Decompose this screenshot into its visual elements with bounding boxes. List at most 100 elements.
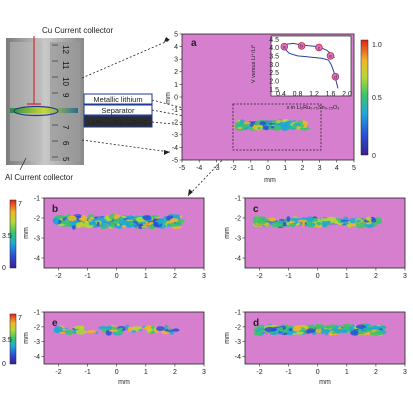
panel-d-ytick: -4 xyxy=(235,354,241,361)
signal-speck xyxy=(355,219,362,223)
ruler-number: 7 xyxy=(61,125,70,130)
signal-speck xyxy=(57,223,65,227)
signal-speck xyxy=(320,327,325,330)
signal-speck xyxy=(86,225,93,229)
inset-xtick: 0.4 xyxy=(276,91,286,98)
panel-d-xlabel: mm xyxy=(319,379,331,386)
signal-speck xyxy=(299,124,305,128)
panel-a-xlabel: mm xyxy=(264,177,276,184)
panel-a-xtick: 4 xyxy=(335,165,339,172)
signal-speck xyxy=(96,221,100,227)
signal-speck xyxy=(55,327,60,334)
inset-ytick: 4.5 xyxy=(269,37,279,44)
ruler-number: 6 xyxy=(61,141,70,146)
signal-speck xyxy=(285,123,291,129)
panel-e-signal xyxy=(53,324,180,336)
colorbar-top-tick-max: 7 xyxy=(18,201,22,208)
panel-b-ytick: -3 xyxy=(34,235,40,242)
colorbar-top: 7 3.5 0 xyxy=(2,199,22,272)
signal-speck xyxy=(306,328,316,334)
ruler-number: 10 xyxy=(61,77,70,86)
panel-a-ytick: -1 xyxy=(172,107,178,114)
panel-c-plot-area xyxy=(244,197,406,269)
signal-speck xyxy=(243,121,251,125)
ruler-number: 9 xyxy=(61,93,70,98)
inset-marker xyxy=(280,42,289,51)
panel-e-ytick: -3 xyxy=(34,339,40,346)
signal-speck xyxy=(118,216,123,222)
signal-speck xyxy=(286,120,293,124)
colorbar-bottom-tick-mid: 3.5 xyxy=(2,337,12,344)
signal-speck xyxy=(153,222,157,227)
panel-a-ytick: 3 xyxy=(174,57,178,64)
signal-speck xyxy=(151,325,155,330)
signal-speck xyxy=(88,221,96,226)
panel-e-xtick: -2 xyxy=(55,369,61,376)
signal-speck xyxy=(155,216,161,219)
panel-a-letter: a xyxy=(191,38,197,49)
panel-a-ytick: 1 xyxy=(174,82,178,89)
panel-a-ylabel: mm xyxy=(165,92,172,104)
signal-speck xyxy=(347,326,354,332)
inset-curve xyxy=(282,43,339,89)
signal-speck xyxy=(78,217,86,221)
panel-a-xtick: -5 xyxy=(179,165,185,172)
panel-a-xtick: 0 xyxy=(266,165,270,172)
signal-speck xyxy=(355,222,366,229)
signal-speck xyxy=(287,331,294,336)
panel-a-xtick: -1 xyxy=(248,165,254,172)
ruler-number: 12 xyxy=(61,45,70,54)
panel-c-ytick: -4 xyxy=(235,255,241,262)
ruler-number: 5 xyxy=(61,157,70,162)
signal-speck xyxy=(53,219,59,224)
signal-speck xyxy=(64,329,74,336)
panel-d-ytick: -3 xyxy=(235,339,241,346)
signal-speck xyxy=(107,325,112,331)
signal-speck xyxy=(101,222,107,229)
panel-e-xtick: 1 xyxy=(144,369,148,376)
panel-d-ytick: -2 xyxy=(235,324,241,331)
signal-speck xyxy=(111,224,116,228)
signal-speck xyxy=(85,330,97,334)
panel-b-xtick: -2 xyxy=(55,273,61,280)
signal-speck xyxy=(358,328,363,331)
signal-speck xyxy=(339,220,350,222)
panel-b-xtick: 2 xyxy=(173,273,177,280)
layer-cathode-box xyxy=(83,115,153,128)
colorbar-main: 1.0 0.5 0 xyxy=(360,39,382,160)
signal-speck xyxy=(278,326,284,332)
signal-speck xyxy=(141,225,148,228)
inset-xtick: 0.8 xyxy=(293,91,303,98)
panel-e-letter: e xyxy=(52,318,58,329)
signal-speck xyxy=(128,215,133,221)
panel-a-inset: V versus Li⁺/Li⁰ x in Li₂Ru₀.₇₅Sn₀.₂₅O₃ … xyxy=(250,35,352,111)
signal-speck xyxy=(70,223,77,226)
signal-speck xyxy=(72,224,76,230)
panel-d-xtick: 3 xyxy=(403,369,407,376)
panel-b-ytick: -1 xyxy=(34,195,40,202)
signal-speck xyxy=(334,328,343,333)
panel-c-xtick: 1 xyxy=(345,273,349,280)
panel-d-xtick: 0 xyxy=(316,369,320,376)
signal-speck xyxy=(258,329,263,334)
inset-xtick: 1.6 xyxy=(326,91,336,98)
inset-marker xyxy=(331,72,340,81)
signal-speck xyxy=(302,332,309,334)
signal-speck xyxy=(365,216,372,222)
signal-speck xyxy=(93,225,98,228)
signal-speck xyxy=(137,326,142,329)
layer-lithium-box xyxy=(83,93,153,105)
signal-speck xyxy=(312,217,319,222)
signal-speck xyxy=(296,325,302,331)
signal-speck xyxy=(102,328,106,333)
inset-marker xyxy=(326,52,335,60)
signal-speck xyxy=(315,324,324,329)
layer-lithium-label: Metallic lithium xyxy=(93,95,142,104)
signal-speck xyxy=(323,325,334,329)
panel-b: b -2 -1 0 1 2 3 -1 -2 -3 -4 mm xyxy=(23,195,206,280)
signal-speck xyxy=(300,127,311,130)
signal-speck xyxy=(156,326,165,332)
signal-speck xyxy=(127,326,133,333)
colorbar-main-tick-mid: 0.5 xyxy=(372,95,382,102)
signal-speck xyxy=(76,222,82,225)
